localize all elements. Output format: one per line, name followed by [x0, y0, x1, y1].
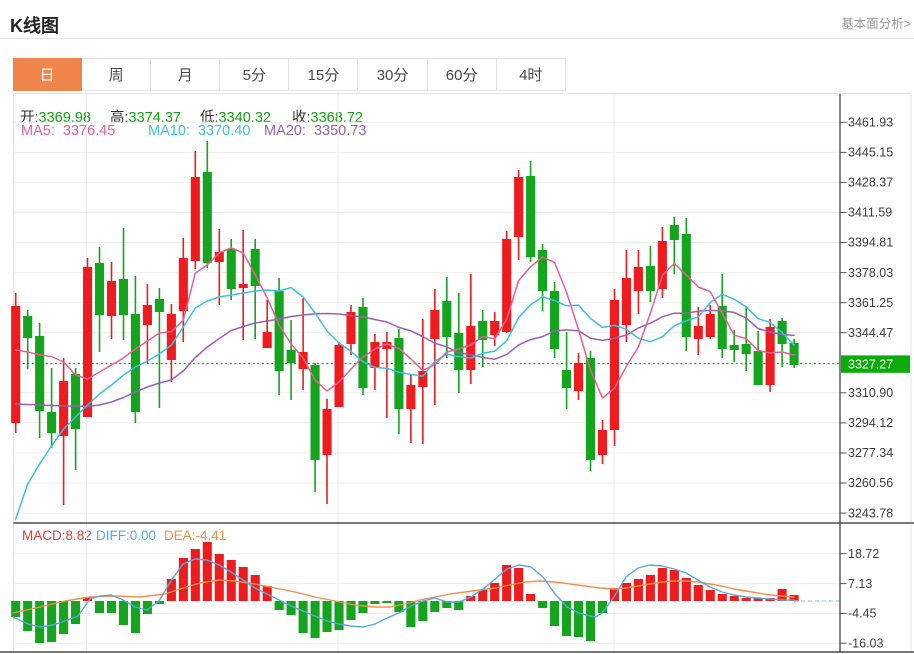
svg-text:3428.37: 3428.37 [848, 176, 893, 190]
svg-text:3344.47: 3344.47 [848, 326, 893, 340]
svg-text:7.13: 7.13 [848, 577, 872, 591]
svg-text:-4.45: -4.45 [848, 607, 877, 621]
svg-text:3294.12: 3294.12 [848, 416, 893, 430]
svg-text:3378.03: 3378.03 [848, 266, 893, 280]
svg-text:3310.90: 3310.90 [848, 386, 893, 400]
svg-text:3394.81: 3394.81 [848, 236, 893, 250]
svg-text:3445.15: 3445.15 [848, 146, 893, 160]
svg-text:3361.25: 3361.25 [848, 296, 893, 310]
svg-text:-16.03: -16.03 [848, 636, 883, 650]
svg-text:18.72: 18.72 [848, 547, 879, 561]
svg-text:3327.27: 3327.27 [848, 357, 893, 371]
svg-text:3461.93: 3461.93 [848, 116, 893, 130]
svg-text:3243.78: 3243.78 [848, 506, 893, 520]
svg-text:3277.34: 3277.34 [848, 446, 893, 460]
svg-text:3411.59: 3411.59 [848, 206, 892, 220]
svg-text:3260.56: 3260.56 [848, 476, 893, 490]
